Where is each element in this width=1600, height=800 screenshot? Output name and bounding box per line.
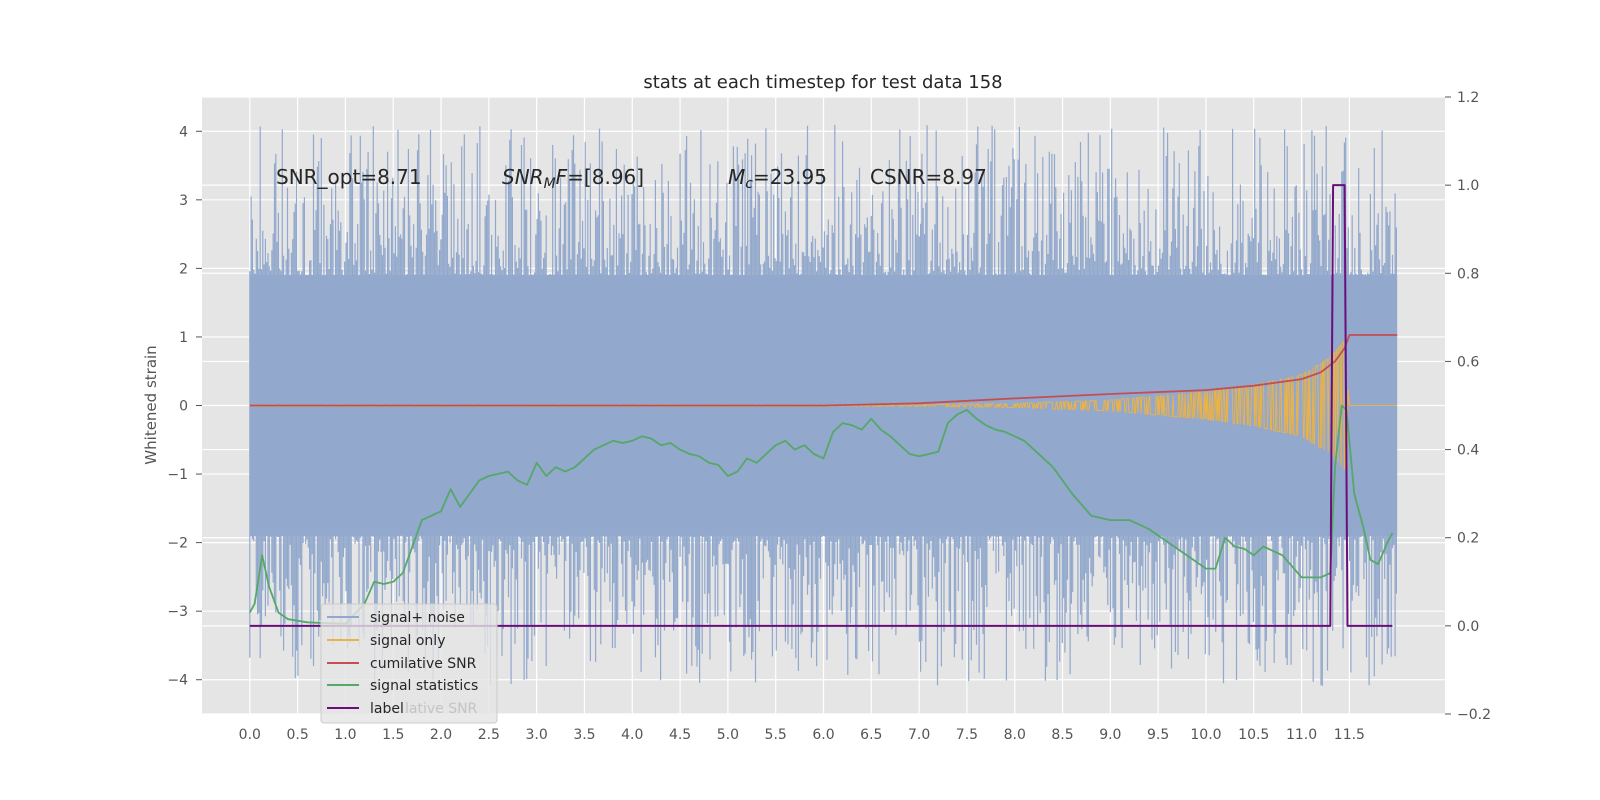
y2-tick-label: 0.2 — [1457, 531, 1479, 547]
legend-label-signal-statistics: signal statistics — [370, 678, 478, 694]
y-tick-label: −1 — [167, 467, 188, 483]
y-tick-label: −4 — [167, 673, 188, 689]
x-tick-label: 2.0 — [430, 727, 452, 743]
y-tick-label: −3 — [167, 604, 188, 620]
x-tick-label: 3.5 — [573, 727, 595, 743]
annotation-snr-mf-sub: M — [544, 176, 556, 192]
y2-tick-label: −0.2 — [1457, 707, 1491, 723]
x-tick-label: 6.5 — [860, 727, 882, 743]
annotation-mc-base: M — [728, 165, 745, 189]
annotation-mc: Mc=23.95 — [728, 165, 827, 192]
x-tick-label: 5.5 — [765, 727, 787, 743]
y2-tick-label: 1.2 — [1457, 90, 1479, 106]
annotation-snr-opt: SNR_opt=8.71 — [276, 165, 422, 189]
legend: signal+ noise signal only cumilative SNR… — [320, 603, 498, 724]
x-tick-label: 9.5 — [1147, 727, 1169, 743]
legend-label-label: label — [370, 701, 404, 717]
x-tick-label: 8.0 — [1004, 727, 1026, 743]
y-tick-label: 2 — [179, 261, 188, 277]
annotation-snr-mf-rest: =[8.96] — [567, 165, 644, 189]
x-tick-label: 8.5 — [1051, 727, 1073, 743]
y2-tick-label: 0.8 — [1457, 266, 1479, 282]
signal-statistics-line — [249, 404, 1394, 625]
y2-tick-label: 0.0 — [1457, 619, 1479, 635]
legend-label-signal-noise: signal+ noise — [370, 610, 465, 626]
annotation-mc-rest: =23.95 — [753, 165, 827, 189]
y-axis-label: Whitened strain — [142, 345, 160, 464]
legend-overlap-text: lative SNR — [405, 701, 478, 717]
y-tick-label: 1 — [179, 330, 188, 346]
y-tick-label: −2 — [167, 536, 188, 552]
annotation-snr-mf: SNRMF=[8.96] — [502, 165, 644, 192]
annotation-snr-mf-rest-italic: F — [556, 165, 568, 189]
label-line — [249, 184, 1393, 627]
x-tick-label: 3.0 — [526, 727, 548, 743]
x-tick-label: 2.5 — [478, 727, 500, 743]
x-tick-label: 10.0 — [1190, 727, 1221, 743]
y2-tick-label: 1.0 — [1457, 178, 1479, 194]
x-tick-label: 4.5 — [669, 727, 691, 743]
x-tick-label: 6.0 — [812, 727, 834, 743]
x-tick-label: 10.5 — [1238, 727, 1269, 743]
y-tick-label: 4 — [179, 124, 188, 140]
x-tick-label: 0.5 — [286, 727, 308, 743]
y-tick-label: 3 — [179, 193, 188, 209]
y2-tick-label: 0.4 — [1457, 443, 1479, 459]
x-tick-label: 7.5 — [956, 727, 978, 743]
x-tick-label: 5.0 — [717, 727, 739, 743]
x-tick-label: 11.5 — [1334, 727, 1365, 743]
x-tick-label: 1.5 — [382, 727, 404, 743]
annotation-mc-sub: c — [745, 176, 753, 192]
x-tick-label: 11.0 — [1286, 727, 1317, 743]
x-tick-label: 0.0 — [239, 727, 261, 743]
cumulative-snr-line — [249, 334, 1398, 407]
annotation-snr-mf-base: SNR — [502, 165, 544, 189]
legend-label-signal-only: signal only — [370, 633, 445, 649]
y2-tick-label: 0.6 — [1457, 354, 1479, 370]
x-tick-label: 1.0 — [334, 727, 356, 743]
chart-title: stats at each timestep for test data 158 — [643, 72, 1002, 93]
annotations: SNR_opt=8.71 SNRMF=[8.96] Mc=23.95 CSNR=… — [276, 165, 987, 192]
x-tick-label: 9.0 — [1099, 727, 1121, 743]
legend-label-cumulative-snr: cumilative SNR — [370, 656, 477, 672]
annotation-csnr: CSNR=8.97 — [870, 165, 987, 189]
x-tick-label: 7.0 — [908, 727, 930, 743]
legend-box — [320, 603, 498, 724]
y-tick-label: 0 — [179, 399, 188, 415]
line-series — [249, 184, 1398, 627]
x-tick-label: 4.0 — [621, 727, 643, 743]
axis-ticks: 0.0 0.5 1.0 1.5 2.0 2.5 3.0 3.5 4.0 4.5 5.0 5.5 6.0 6… — [167, 90, 1491, 743]
